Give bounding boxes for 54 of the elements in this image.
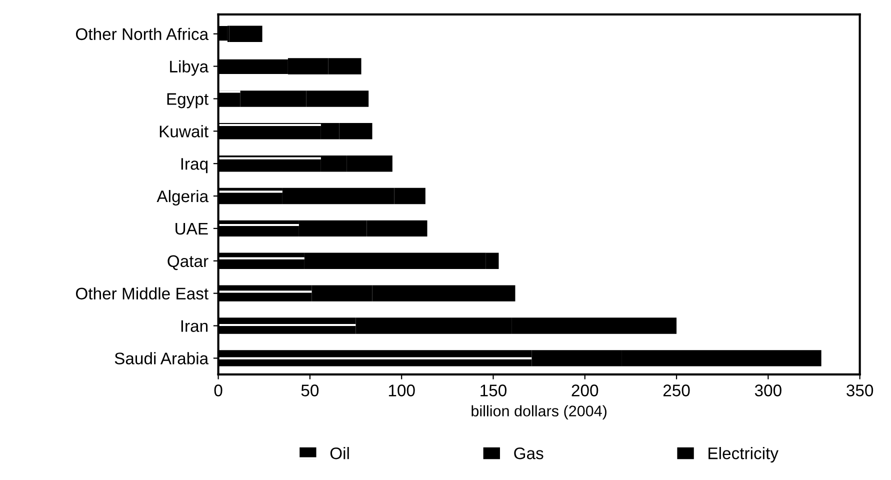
- bar: [366, 220, 428, 237]
- x-tick-label: 100: [388, 384, 415, 396]
- y-tick-label: Iraq: [181, 158, 208, 174]
- bar: [218, 285, 312, 302]
- bar: [282, 188, 394, 204]
- bar: [218, 188, 282, 204]
- y-tick-label: UAE: [176, 223, 208, 235]
- bar: [218, 318, 356, 334]
- y-tick-label: Kuwait: [160, 125, 208, 138]
- x-tick-label: 50: [301, 384, 319, 396]
- bar: [218, 58, 288, 74]
- y-tick-label: Libya: [170, 60, 209, 76]
- legend-label: Oil: [330, 447, 349, 460]
- bar: [339, 123, 372, 140]
- bar: [320, 123, 340, 140]
- bar: [218, 350, 532, 366]
- y-tick-label: Qatar: [168, 255, 208, 270]
- bar: [356, 318, 512, 334]
- bar: [288, 58, 328, 74]
- y-tick-label: Iran: [181, 320, 208, 332]
- bar: [218, 155, 321, 172]
- bar: [306, 90, 369, 107]
- bar: [298, 220, 367, 237]
- x-axis-title: billion dollars (2004): [472, 405, 606, 420]
- bar: [218, 123, 321, 140]
- bar: [312, 285, 372, 302]
- x-tick-label: 0: [214, 384, 222, 396]
- legend-label: Gas: [514, 447, 544, 460]
- bar: [304, 252, 486, 269]
- y-tick-label: Algeria: [156, 190, 209, 206]
- x-tick-label: 250: [663, 384, 690, 396]
- bar: [346, 155, 392, 172]
- x-tick-label: 150: [480, 384, 506, 396]
- bar: [486, 252, 499, 269]
- bar: [512, 318, 677, 334]
- bar: [372, 285, 516, 302]
- x-tick-label: 200: [572, 384, 598, 396]
- bar: [394, 188, 426, 204]
- bar: [218, 220, 299, 237]
- bar: [328, 58, 362, 74]
- y-tick-label: Other North Africa: [76, 28, 209, 40]
- bar: [320, 155, 347, 172]
- y-tick-label: Egypt: [167, 93, 208, 108]
- bar: [532, 350, 622, 366]
- bar: [218, 90, 240, 107]
- y-tick-label: Saudi Arabia: [114, 352, 209, 364]
- legend-label: Electricity: [708, 447, 778, 463]
- x-tick-label: 350: [846, 384, 874, 396]
- bar: [240, 90, 306, 107]
- bar: [622, 350, 822, 366]
- bar: [218, 252, 304, 269]
- x-tick-label: 300: [754, 384, 782, 396]
- y-tick-label: Other Middle East: [76, 287, 208, 300]
- bar: [229, 26, 262, 42]
